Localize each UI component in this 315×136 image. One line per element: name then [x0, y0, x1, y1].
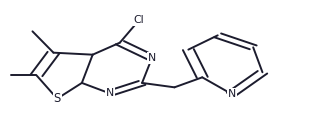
Text: N: N [106, 88, 114, 98]
Text: Cl: Cl [134, 15, 144, 25]
Text: N: N [148, 53, 156, 63]
Text: S: S [54, 92, 61, 105]
Text: N: N [227, 89, 236, 99]
